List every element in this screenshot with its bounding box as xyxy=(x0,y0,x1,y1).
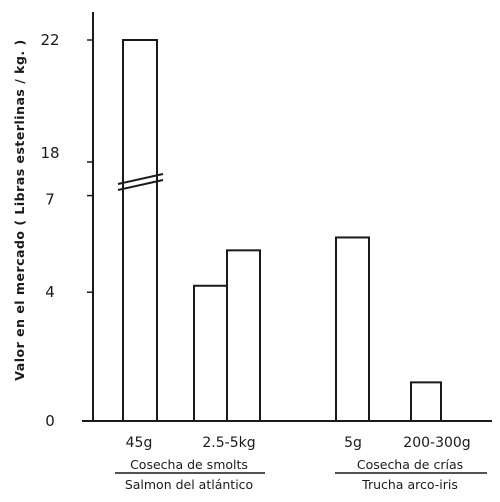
category-label: 2.5-5kg xyxy=(202,435,255,451)
y-tick-label: 7 xyxy=(45,191,55,209)
bar xyxy=(410,381,442,422)
category-label: 5g xyxy=(344,435,362,451)
y-tick-label: 4 xyxy=(45,283,55,301)
y-tick-label: 0 xyxy=(45,412,55,430)
category-label: 45g xyxy=(126,435,153,451)
group-title: Cosecha de smolts xyxy=(130,457,248,472)
group-title: Cosecha de crías xyxy=(357,457,463,472)
bar xyxy=(226,249,261,422)
bar xyxy=(122,39,158,422)
labels: 0 4 7 18 22 Valor en el mercado ( Libras este… xyxy=(12,31,487,492)
bar xyxy=(193,284,228,423)
y-axis-label: Valor en el mercado ( Libras esterlinas … xyxy=(12,39,27,380)
bars xyxy=(117,39,442,423)
axis-break-mark xyxy=(117,179,164,191)
group-subtitle: Trucha arco-iris xyxy=(361,477,458,492)
y-tick-label: 22 xyxy=(40,31,59,49)
axis-break-mark xyxy=(117,173,164,185)
category-label: 200-300g xyxy=(403,435,470,451)
bar xyxy=(335,236,370,422)
group-subtitle: Salmon del atlántico xyxy=(125,477,253,492)
y-tick-label: 18 xyxy=(40,144,59,162)
